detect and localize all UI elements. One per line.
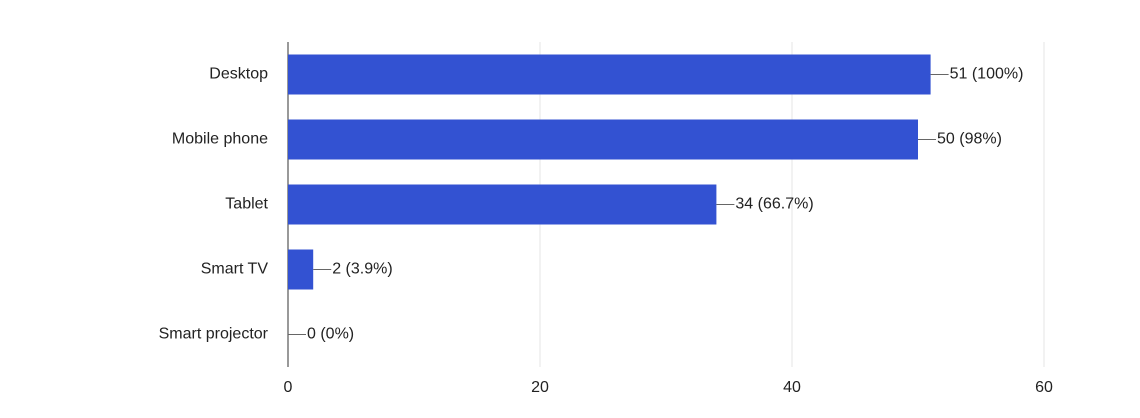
value-label: 50 (98%) [937,131,1002,148]
bar [288,249,314,290]
y-tick-label: Tablet [225,196,268,213]
y-tick-label: Smart TV [201,261,269,278]
x-tick-label: 0 [284,379,293,396]
bar [288,184,717,225]
bar [288,54,931,95]
y-tick-label: Desktop [209,66,268,83]
y-tick-label: Mobile phone [172,131,268,148]
y-tick-label: Smart projector [159,326,269,343]
x-tick-label: 20 [531,379,549,396]
value-label: 2 (3.9%) [332,261,392,278]
value-label: 34 (66.7%) [735,196,813,213]
value-label: 51 (100%) [950,66,1024,83]
x-tick-label: 60 [1035,379,1053,396]
value-label: 0 (0%) [307,326,354,343]
x-tick-label: 40 [783,379,801,396]
bar [288,119,918,160]
